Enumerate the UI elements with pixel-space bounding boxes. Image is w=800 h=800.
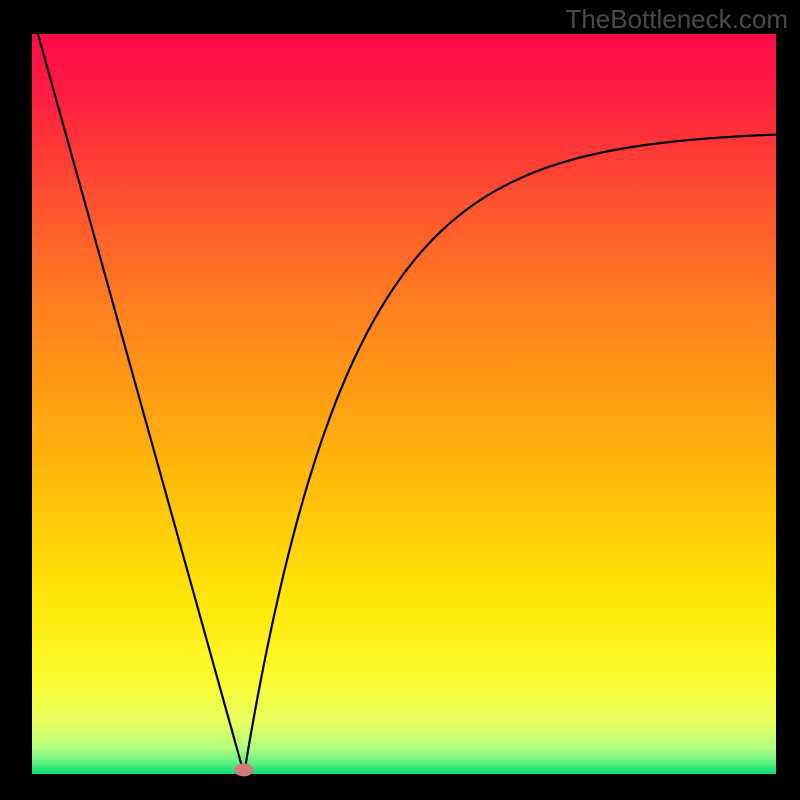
curve-svg bbox=[32, 34, 776, 774]
bottleneck-curve bbox=[38, 34, 776, 774]
watermark-text: TheBottleneck.com bbox=[565, 4, 788, 35]
frame-border-right bbox=[776, 0, 800, 800]
frame-border-left bbox=[0, 0, 32, 800]
frame-border-bottom bbox=[0, 774, 800, 800]
plot-area bbox=[32, 34, 776, 774]
chart-container: TheBottleneck.com bbox=[0, 0, 800, 800]
